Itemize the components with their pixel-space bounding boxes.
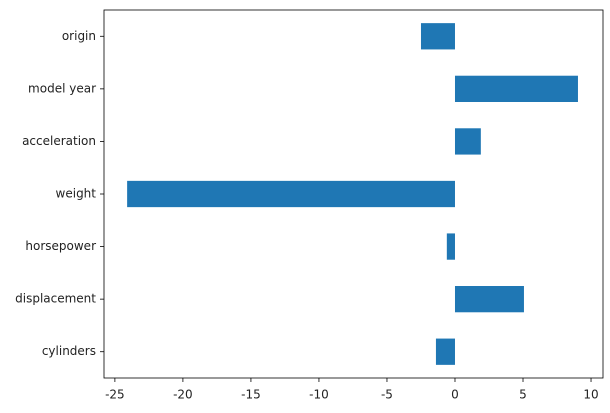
plot-frame bbox=[103, 9, 604, 379]
y-tick-label: model year bbox=[28, 81, 96, 95]
y-tick-label: weight bbox=[56, 187, 97, 201]
x-tick-label: -15 bbox=[241, 388, 261, 402]
x-tick-label: -5 bbox=[381, 388, 393, 402]
bar bbox=[127, 180, 455, 208]
x-tick-label: -20 bbox=[173, 388, 193, 402]
x-tick-label: 5 bbox=[519, 388, 527, 402]
bar bbox=[420, 23, 455, 50]
x-tick-label: -10 bbox=[309, 388, 329, 402]
bar bbox=[454, 286, 524, 313]
y-tick-label: acceleration bbox=[22, 134, 96, 148]
y-tick-label: displacement bbox=[15, 292, 96, 306]
bar bbox=[454, 128, 481, 155]
bar bbox=[446, 233, 455, 260]
y-tick-label: origin bbox=[62, 29, 96, 43]
bar bbox=[454, 75, 578, 102]
x-tick-label: 10 bbox=[583, 388, 598, 402]
y-tick-label: horsepower bbox=[25, 239, 96, 253]
x-tick-label: -25 bbox=[105, 388, 125, 402]
x-tick-label: 0 bbox=[451, 388, 459, 402]
bar bbox=[435, 338, 455, 365]
y-tick-label: cylinders bbox=[42, 344, 96, 358]
